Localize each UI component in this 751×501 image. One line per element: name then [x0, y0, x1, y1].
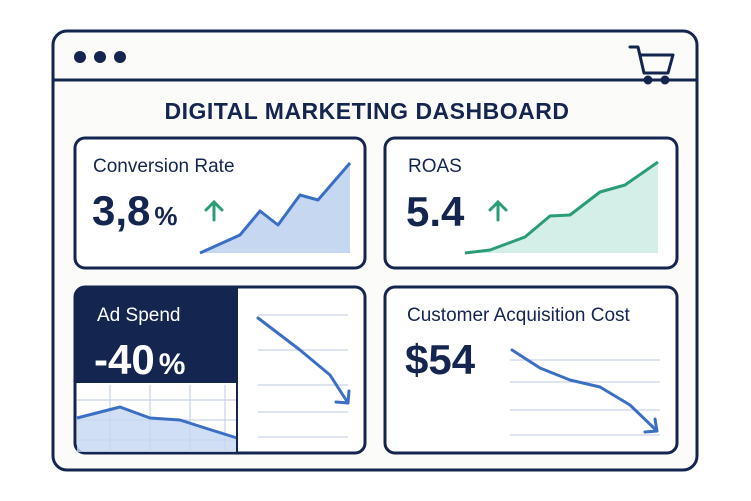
- cart-icon[interactable]: [628, 45, 675, 85]
- card-label: ROAS: [408, 156, 462, 177]
- dashboard-title: DIGITAL MARKETING DASHBOARD: [165, 98, 570, 124]
- card-value: 3,8%: [92, 187, 178, 234]
- down-trend: [510, 348, 659, 434]
- up-arrow: [488, 199, 508, 222]
- sparkline-area: [200, 163, 350, 253]
- card: [383, 285, 679, 455]
- unit: %: [154, 201, 177, 231]
- value: -40: [94, 336, 155, 383]
- card-value: 5.4: [406, 188, 465, 235]
- card-label: Conversion Rate: [93, 156, 235, 177]
- card-value: -40%: [94, 336, 185, 383]
- unit: %: [159, 348, 186, 381]
- up-arrow: [204, 199, 224, 222]
- window-dot: [94, 51, 106, 63]
- card-value: $54: [405, 336, 476, 383]
- value: 3,8: [92, 187, 150, 234]
- sparkline-area: [465, 162, 658, 253]
- trend-grid: [258, 314, 348, 438]
- window-dot: [114, 51, 126, 63]
- sparkline: [76, 405, 238, 440]
- card-label: Ad Spend: [97, 305, 180, 326]
- window-dot: [74, 51, 86, 63]
- card-label: Customer Acquisition Cost: [407, 305, 631, 326]
- down-trend: [256, 316, 351, 405]
- sparkline-area: [77, 407, 237, 452]
- sparkline: [464, 160, 659, 255]
- sparkline: [199, 162, 352, 255]
- highlight-panel: [75, 287, 237, 383]
